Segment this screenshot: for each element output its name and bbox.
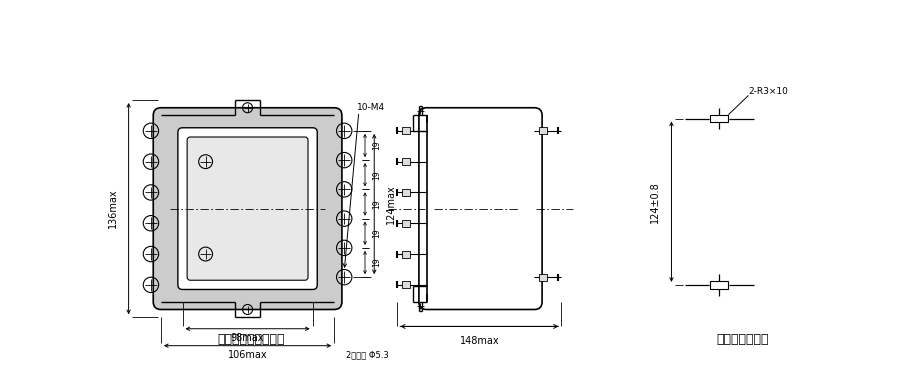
Text: 10-M4: 10-M4 bbox=[357, 102, 385, 111]
Text: 19: 19 bbox=[373, 258, 382, 267]
Bar bbox=[402, 158, 410, 165]
FancyBboxPatch shape bbox=[187, 137, 308, 280]
Bar bbox=[710, 115, 728, 122]
Text: 124±0.8: 124±0.8 bbox=[650, 181, 660, 222]
Bar bbox=[402, 282, 410, 288]
Text: 148max: 148max bbox=[460, 335, 500, 346]
Bar bbox=[402, 251, 410, 258]
FancyBboxPatch shape bbox=[178, 128, 318, 289]
Text: 136max: 136max bbox=[108, 189, 118, 228]
Bar bbox=[402, 127, 410, 135]
Text: 安装开孔尺寸图: 安装开孔尺寸图 bbox=[716, 334, 769, 346]
Bar bbox=[539, 274, 546, 281]
FancyBboxPatch shape bbox=[153, 108, 342, 310]
Text: 98max: 98max bbox=[230, 333, 265, 343]
Bar bbox=[710, 281, 728, 289]
Text: 124max: 124max bbox=[386, 184, 396, 224]
Bar bbox=[539, 127, 546, 135]
Text: 19: 19 bbox=[373, 228, 382, 238]
Text: 19: 19 bbox=[373, 170, 382, 179]
Text: 19: 19 bbox=[373, 141, 382, 150]
FancyBboxPatch shape bbox=[418, 108, 542, 310]
Text: 2安装孔 Φ5.3: 2安装孔 Φ5.3 bbox=[346, 350, 389, 359]
Text: 106max: 106max bbox=[228, 350, 267, 360]
Text: 板前接线外形尺寸图: 板前接线外形尺寸图 bbox=[218, 334, 285, 346]
Text: 2-R3×10: 2-R3×10 bbox=[749, 87, 788, 96]
Bar bbox=[402, 189, 410, 196]
Bar bbox=[402, 220, 410, 227]
Text: 19: 19 bbox=[373, 199, 382, 209]
